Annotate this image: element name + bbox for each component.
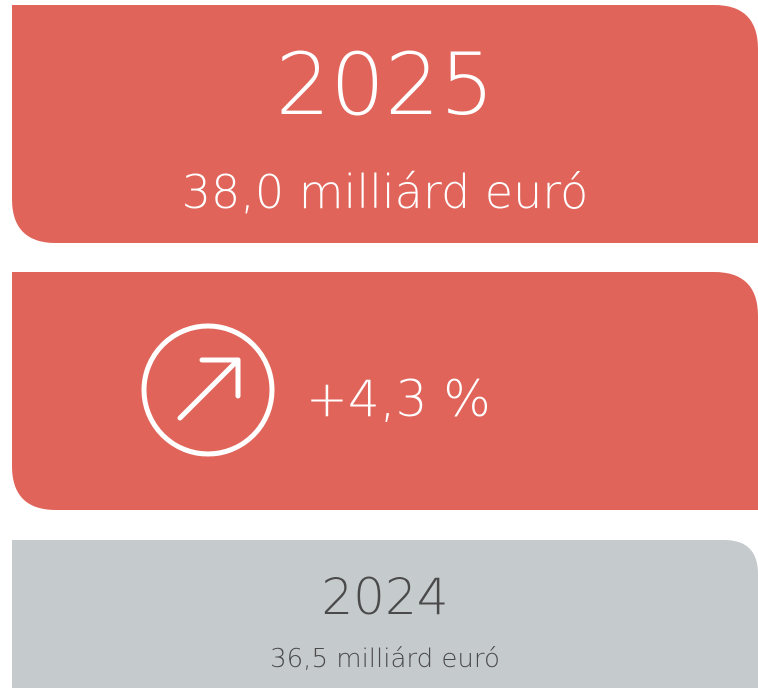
current-card: [12, 5, 758, 243]
current-year: 2025: [276, 35, 495, 135]
current-amount: 38,0 milliárd euró: [182, 165, 589, 219]
previous-year: 2024: [321, 568, 448, 626]
change-value: +4,3 %: [306, 370, 491, 428]
previous-card: [12, 540, 758, 688]
change-card: [12, 272, 758, 510]
previous-amount: 36,5 milliárd euró: [270, 644, 500, 674]
up-arrow-icon: [141, 323, 275, 457]
